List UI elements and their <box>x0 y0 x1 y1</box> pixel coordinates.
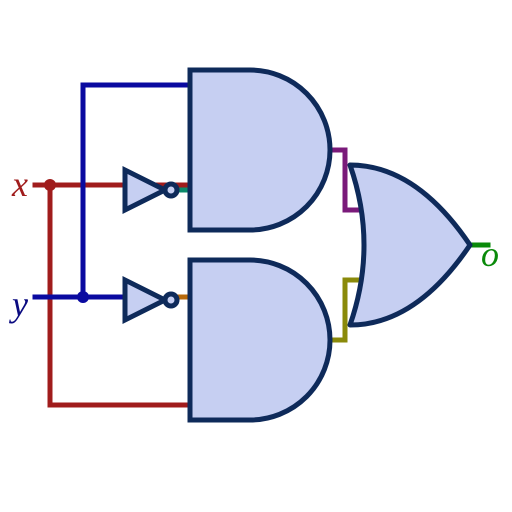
y-label: y <box>9 284 28 324</box>
x-label: x <box>11 164 28 204</box>
o-label: o <box>481 234 499 274</box>
